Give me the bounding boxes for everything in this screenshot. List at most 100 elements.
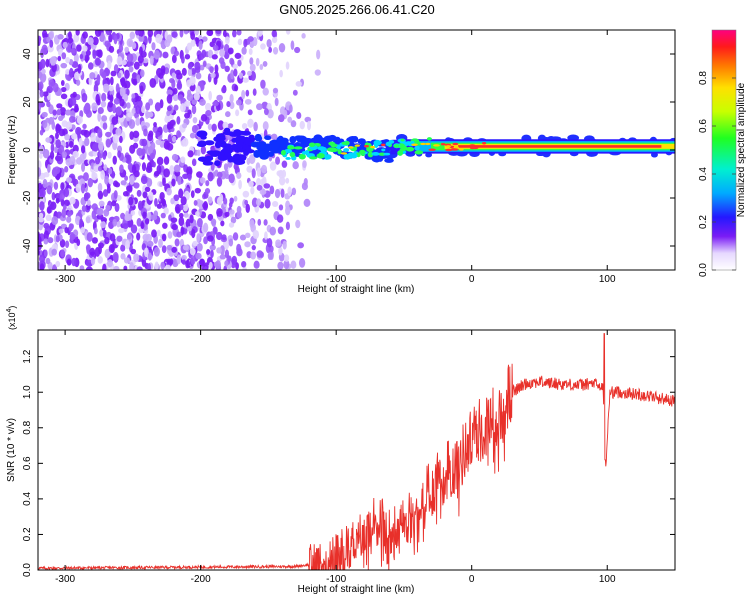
spectrogram-noise-blob <box>247 109 253 116</box>
spectrogram-noise-blob <box>178 216 185 227</box>
spectrogram-noise-blob <box>114 182 121 188</box>
spectrogram-noise-blob <box>45 214 52 222</box>
spectrogram-noise-blob <box>192 116 198 124</box>
spectrogram-noise-blob <box>51 192 56 201</box>
spectrogram-noise-blob <box>277 261 284 270</box>
spectrogram-noise-blob <box>57 55 62 62</box>
spectrogram-noise-blob <box>97 256 103 264</box>
spectrogram-signal-blob <box>267 151 275 157</box>
spectrogram-noise-blob <box>105 138 111 148</box>
spectrogram-noise-blob <box>123 93 129 102</box>
spectrogram-noise-blob <box>242 190 250 198</box>
spectrogram-noise-blob <box>139 46 143 56</box>
colorbar-tick-label: 0.6 <box>698 119 709 133</box>
spectrogram-noise-blob <box>162 177 166 187</box>
spectrogram-noise-blob <box>261 164 268 174</box>
spectrogram-signal-blob <box>384 158 394 163</box>
spectrogram-noise-blob <box>149 77 157 88</box>
spectrogram-noise-blob <box>212 100 219 107</box>
spectrogram-noise-blob <box>87 177 94 188</box>
spectrogram-noise-blob <box>38 217 45 223</box>
spectrogram-noise-blob <box>178 188 184 199</box>
spectrogram-noise-blob <box>283 259 290 270</box>
spectrogram-noise-blob <box>39 201 45 211</box>
spectrogram-noise-blob <box>55 260 61 268</box>
spectrogram-noise-blob <box>260 178 266 186</box>
spectrogram-noise-blob <box>63 187 70 198</box>
spectrogram-x-tick-label: 0 <box>469 274 475 285</box>
spectrogram-transition-blob <box>330 143 338 148</box>
spectrogram-noise-blob <box>264 198 271 209</box>
spectrogram-noise-blob <box>167 231 173 239</box>
spectrogram-signal-blob <box>352 135 359 143</box>
spectrogram-noise-blob <box>49 151 55 160</box>
spectrogram-noise-blob <box>203 222 209 233</box>
spectrogram-noise-blob <box>196 171 203 178</box>
spectrogram-transition-blob <box>308 142 316 148</box>
spectrogram-noise-blob <box>95 57 101 66</box>
spectrogram-noise-blob <box>207 49 214 59</box>
spectrogram-transition-blob <box>376 140 382 145</box>
spectrogram-noise-blob <box>81 92 88 103</box>
spectrogram-noise-blob <box>166 187 172 196</box>
colorbar-ticks: 0.0 0.2 0.4 0.6 0.8 <box>698 71 736 277</box>
spectrogram-noise-blob <box>214 64 219 73</box>
spectrogram-noise-blob <box>39 129 44 136</box>
spectrogram-noise-blob <box>266 39 272 48</box>
spectrogram-noise-blob <box>75 44 82 52</box>
spectrogram-noise-blob <box>147 30 154 38</box>
spectrogram-hotspot <box>469 146 476 150</box>
spectrogram-noise-blob <box>67 37 74 44</box>
spectrogram-noise-blob <box>104 236 110 245</box>
spectrogram-noise-blob <box>278 204 284 211</box>
spectrogram-noise-blob <box>278 169 284 179</box>
spectrogram-noise-blob <box>67 210 72 217</box>
spectrogram-noise-blob <box>257 218 262 226</box>
spectrogram-noise-blob <box>194 187 201 194</box>
spectrogram-noise-blob <box>255 198 262 206</box>
spectrogram-noise-blob <box>82 45 88 52</box>
spectrogram-noise-blob <box>180 156 186 163</box>
spectrogram-noise-blob <box>77 63 82 74</box>
spectrogram-noise-blob <box>220 220 225 227</box>
spectrogram-noise-blob <box>78 138 83 146</box>
spectrogram-noise-blob <box>236 243 242 254</box>
spectrogram-signal-blob <box>243 148 255 154</box>
spectrogram-noise-blob <box>130 210 136 216</box>
spectrogram-noise-blob <box>264 231 268 240</box>
spectrogram-noise-blob <box>219 48 226 58</box>
spectrogram-noise-blob <box>251 168 256 179</box>
spectrogram-noise-blob <box>227 47 234 55</box>
spectrogram-noise-blob <box>87 37 94 46</box>
spectrogram-noise-blob <box>123 257 131 264</box>
spectrogram-signal-blob <box>425 152 433 158</box>
spectrogram-noise-blob <box>38 81 44 91</box>
spectrogram-noise-blob <box>147 252 152 261</box>
spectrogram-noise-blob <box>148 130 154 138</box>
spectrogram-noise-blob <box>107 101 114 108</box>
spectrogram-noise-blob <box>187 68 193 77</box>
spectrogram-noise-blob <box>61 120 68 128</box>
spectrogram-noise-blob <box>186 166 193 177</box>
spectrogram-noise-blob <box>106 185 111 194</box>
spectrogram-noise-blob <box>147 263 152 270</box>
spectrogram-noise-blob <box>131 164 137 175</box>
spectrogram-noise-blob <box>136 189 142 197</box>
spectrogram-noise-blob <box>256 184 263 191</box>
spectrogram-noise-blob <box>79 218 84 228</box>
spectrogram-noise-blob <box>253 260 260 269</box>
spectrogram-noise-blob <box>187 62 193 70</box>
spectrogram-noise-blob <box>194 30 200 36</box>
spectrogram-noise-blob <box>216 196 223 206</box>
spectrogram-noise-blob <box>133 61 140 70</box>
spectrogram-noise-blob <box>166 110 171 117</box>
spectrogram-signal-blob <box>232 153 241 160</box>
spectrogram-noise-blob <box>181 259 186 265</box>
spectrogram-noise-blob <box>199 258 205 266</box>
spectrogram-signal-blob <box>313 134 323 142</box>
spectrogram-noise-blob <box>302 160 307 169</box>
spectrogram-noise-blob <box>45 137 52 143</box>
spectrogram-noise-blob <box>217 120 225 131</box>
spectrogram-signal-blob <box>278 140 286 147</box>
spectrogram-noise-blob <box>122 223 129 229</box>
